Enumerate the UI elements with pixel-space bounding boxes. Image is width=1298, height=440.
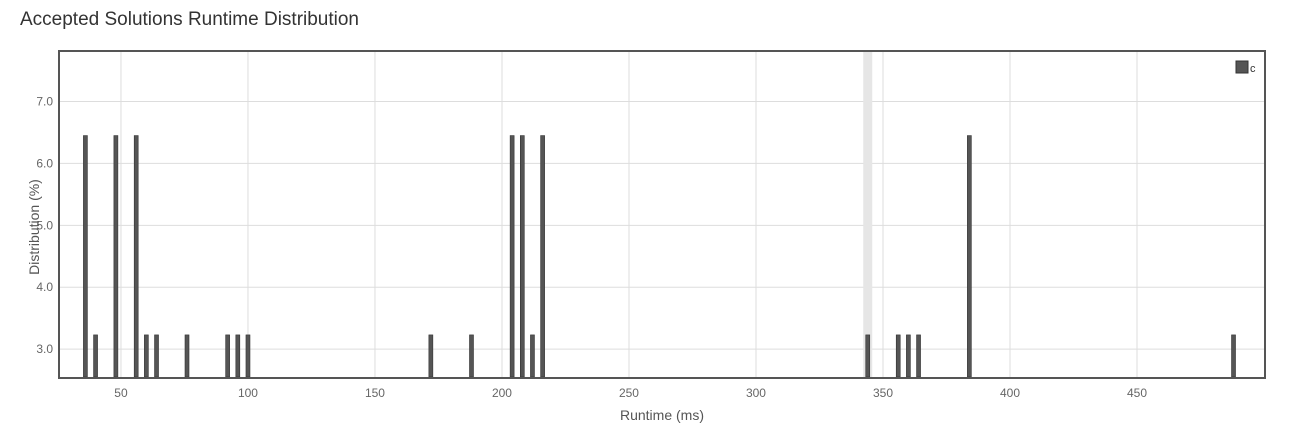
bar[interactable] <box>519 135 525 378</box>
bar[interactable] <box>428 334 434 378</box>
plot-frame <box>58 50 1266 379</box>
x-tick-label: 250 <box>619 386 639 400</box>
y-tick-label: 6.0 <box>36 156 53 170</box>
x-tick-label: 450 <box>1127 386 1147 400</box>
y-tick-label: 4.0 <box>36 280 53 294</box>
x-tick-label: 100 <box>238 386 258 400</box>
bar[interactable] <box>916 334 921 378</box>
x-axis-ticks: 50 100 150 200 250 300 350 400 450 <box>114 386 1147 400</box>
legend[interactable]: c <box>1235 60 1256 75</box>
x-tick-label: 150 <box>365 386 385 400</box>
bar[interactable] <box>144 334 149 378</box>
bar[interactable] <box>184 334 190 378</box>
chart-title: Accepted Solutions Runtime Distribution <box>20 9 360 30</box>
legend-label[interactable]: c <box>1250 63 1256 75</box>
y-tick-label: 5.0 <box>36 218 53 232</box>
x-tick-label: 400 <box>1000 386 1020 400</box>
bar[interactable] <box>509 135 515 378</box>
bar[interactable] <box>895 334 901 378</box>
legend-swatch[interactable] <box>1235 60 1249 74</box>
x-tick-label: 50 <box>114 386 128 400</box>
bar[interactable] <box>865 334 871 378</box>
x-axis-title: Runtime (ms) <box>620 407 704 423</box>
bar[interactable] <box>133 135 139 378</box>
bar[interactable] <box>225 334 230 378</box>
bar[interactable] <box>906 334 911 378</box>
x-tick-label: 350 <box>873 386 893 400</box>
x-tick-label: 300 <box>746 386 766 400</box>
y-axis-title: Distribution (%) <box>26 179 42 275</box>
bar[interactable] <box>540 135 545 378</box>
bar[interactable] <box>83 135 88 378</box>
bar[interactable] <box>154 334 159 378</box>
bar[interactable] <box>530 334 535 378</box>
x-tick-label: 200 <box>492 386 512 400</box>
bar[interactable] <box>469 334 474 378</box>
highlight-layer <box>863 52 873 377</box>
bar[interactable] <box>1231 334 1236 378</box>
bars-layer <box>83 135 1236 378</box>
bar[interactable] <box>93 334 98 378</box>
bar[interactable] <box>967 135 972 378</box>
bar[interactable] <box>113 135 119 378</box>
y-tick-label: 7.0 <box>36 95 53 109</box>
grid-layer <box>60 52 1264 377</box>
y-axis-ticks: 3.0 4.0 5.0 6.0 7.0 <box>36 95 53 357</box>
bar[interactable] <box>235 334 241 378</box>
y-tick-label: 3.0 <box>36 342 53 356</box>
highlight-bin <box>863 52 873 377</box>
bar[interactable] <box>245 334 251 378</box>
